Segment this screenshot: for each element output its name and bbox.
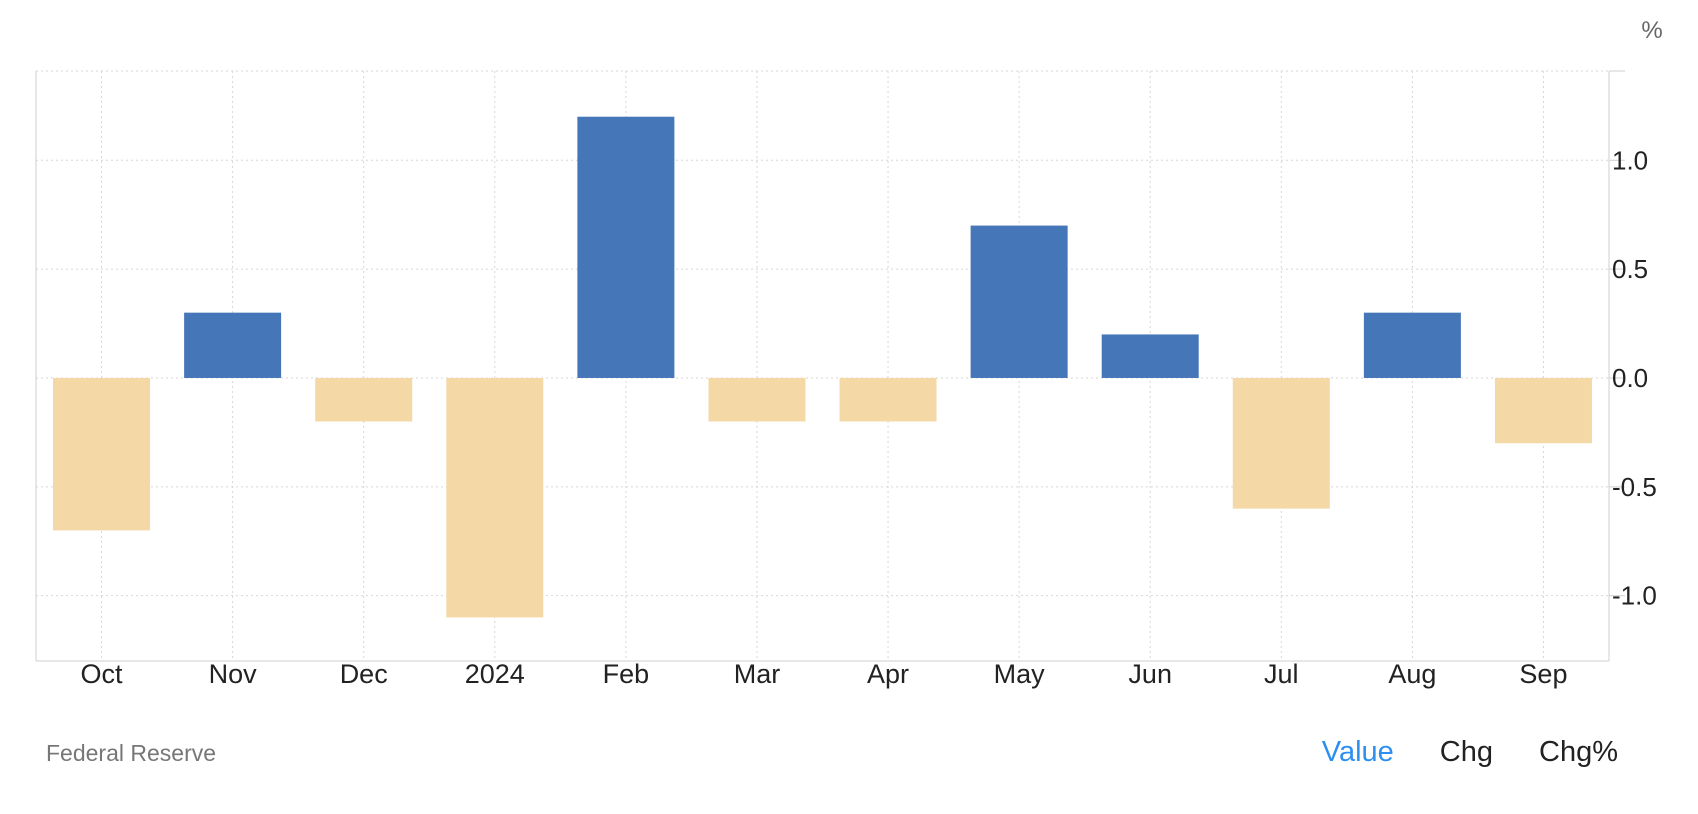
bar-aug[interactable] <box>1363 312 1461 378</box>
x-tick-label: Nov <box>209 659 258 689</box>
chart-bars <box>53 116 1592 618</box>
x-tick-label: Sep <box>1519 659 1567 689</box>
chart-grid <box>35 70 1625 662</box>
bar-may[interactable] <box>970 225 1068 378</box>
x-tick-label: Jul <box>1264 659 1299 689</box>
toggle-chg-pct[interactable]: Chg% <box>1539 736 1618 768</box>
y-tick-label: 1.0 <box>1612 145 1648 175</box>
bar-oct[interactable] <box>53 377 151 531</box>
bar-2024[interactable] <box>446 377 544 618</box>
bar-dec[interactable] <box>315 377 413 422</box>
y-tick-label: 0.5 <box>1612 254 1648 284</box>
x-tick-label: Dec <box>340 659 388 689</box>
bar-chart: 1.0 0.5 0.0 -0.5 -1.0 Oct Nov Dec 2024 Feb Mar Apr… <box>35 17 1663 689</box>
x-tick-label: Oct <box>81 659 124 689</box>
bar-mar[interactable] <box>708 377 806 422</box>
toggle-chg[interactable]: Chg <box>1439 736 1493 768</box>
y-axis-ticks: 1.0 0.5 0.0 -0.5 -1.0 <box>1612 145 1657 610</box>
x-tick-label: Feb <box>603 659 650 689</box>
y-tick-label: 0.0 <box>1612 363 1648 393</box>
bar-feb[interactable] <box>577 116 675 378</box>
y-tick-label: -1.0 <box>1612 581 1657 611</box>
bar-apr[interactable] <box>839 377 937 422</box>
bar-sep[interactable] <box>1494 377 1592 444</box>
x-tick-label: Mar <box>734 659 781 689</box>
bar-nov[interactable] <box>184 312 282 378</box>
x-tick-label: May <box>994 659 1046 689</box>
x-tick-label: Jun <box>1128 659 1172 689</box>
x-axis-ticks: Oct Nov Dec 2024 Feb Mar Apr May Jun Jul Aug Sep <box>81 659 1568 689</box>
view-toggle-group: Value Chg Chg% <box>1322 736 1618 769</box>
y-axis-unit: % <box>1641 17 1662 44</box>
bar-jul[interactable] <box>1232 377 1330 509</box>
x-tick-label: 2024 <box>465 659 525 689</box>
y-tick-label: -0.5 <box>1612 472 1657 502</box>
toggle-value[interactable]: Value <box>1321 736 1394 768</box>
x-tick-label: Aug <box>1388 659 1436 689</box>
bar-jun[interactable] <box>1101 334 1199 378</box>
source-label: Federal Reserve <box>46 740 217 766</box>
x-tick-label: Apr <box>867 659 909 689</box>
